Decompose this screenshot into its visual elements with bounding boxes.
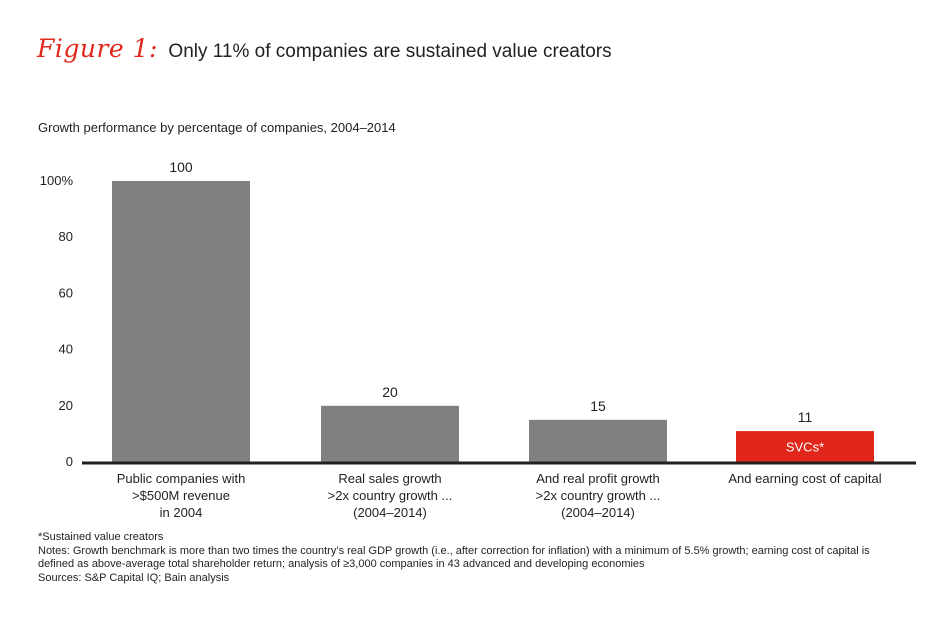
x-tick-label: (2004–2014)	[353, 505, 427, 520]
y-tick-label: 80	[59, 229, 73, 244]
bar	[321, 405, 459, 462]
x-tick-label: Real sales growth	[338, 471, 441, 486]
x-tick-label: in 2004	[160, 505, 203, 520]
footnote-svc: *Sustained value creators	[38, 531, 164, 543]
y-tick-label: 0	[66, 454, 73, 469]
figure-title-row: Figure 1: Only 11% of companies are sust…	[37, 34, 612, 63]
y-tick-label: 100%	[40, 173, 74, 188]
bar-inner-label: SVCs*	[786, 440, 824, 455]
bar	[736, 431, 874, 462]
data-label: 100	[169, 159, 193, 175]
x-tick-label: (2004–2014)	[561, 505, 635, 520]
bar	[112, 181, 250, 462]
footnotes: *Sustained value creators Notes: Growth …	[38, 531, 928, 585]
x-tick-label: >2x country growth ...	[328, 488, 453, 503]
figure-label: Figure 1:	[37, 34, 158, 63]
figure-title: Only 11% of companies are sustained valu…	[168, 41, 612, 62]
data-label: 20	[382, 384, 398, 400]
footnote-sources: Sources: S&P Capital IQ; Bain analysis	[38, 571, 230, 584]
footnote-notes-line2: defined as above-average total sharehold…	[38, 558, 645, 571]
bar	[529, 419, 667, 462]
x-tick-label: >2x country growth ...	[536, 488, 661, 503]
y-tick-label: 60	[59, 285, 73, 300]
footnote-notes-line1: Notes: Growth benchmark is more than two…	[38, 544, 870, 557]
x-tick-label: And earning cost of capital	[728, 471, 881, 486]
y-tick-label: 20	[59, 398, 73, 413]
x-tick-label: >$500M revenue	[132, 488, 230, 503]
bar-chart: 0 20 40 60 80 100% 100 Public companies with >$5…	[40, 159, 916, 520]
x-tick-label: Public companies with	[117, 471, 246, 486]
x-tick-label: And real profit growth	[536, 471, 660, 486]
data-label: 11	[798, 409, 813, 425]
y-tick-label: 40	[59, 342, 73, 357]
data-label: 15	[590, 398, 606, 414]
chart-subtitle: Growth performance by percentage of comp…	[38, 120, 396, 135]
